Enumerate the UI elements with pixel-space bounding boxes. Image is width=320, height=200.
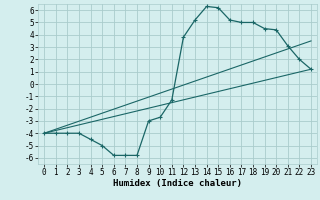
X-axis label: Humidex (Indice chaleur): Humidex (Indice chaleur) [113,179,242,188]
